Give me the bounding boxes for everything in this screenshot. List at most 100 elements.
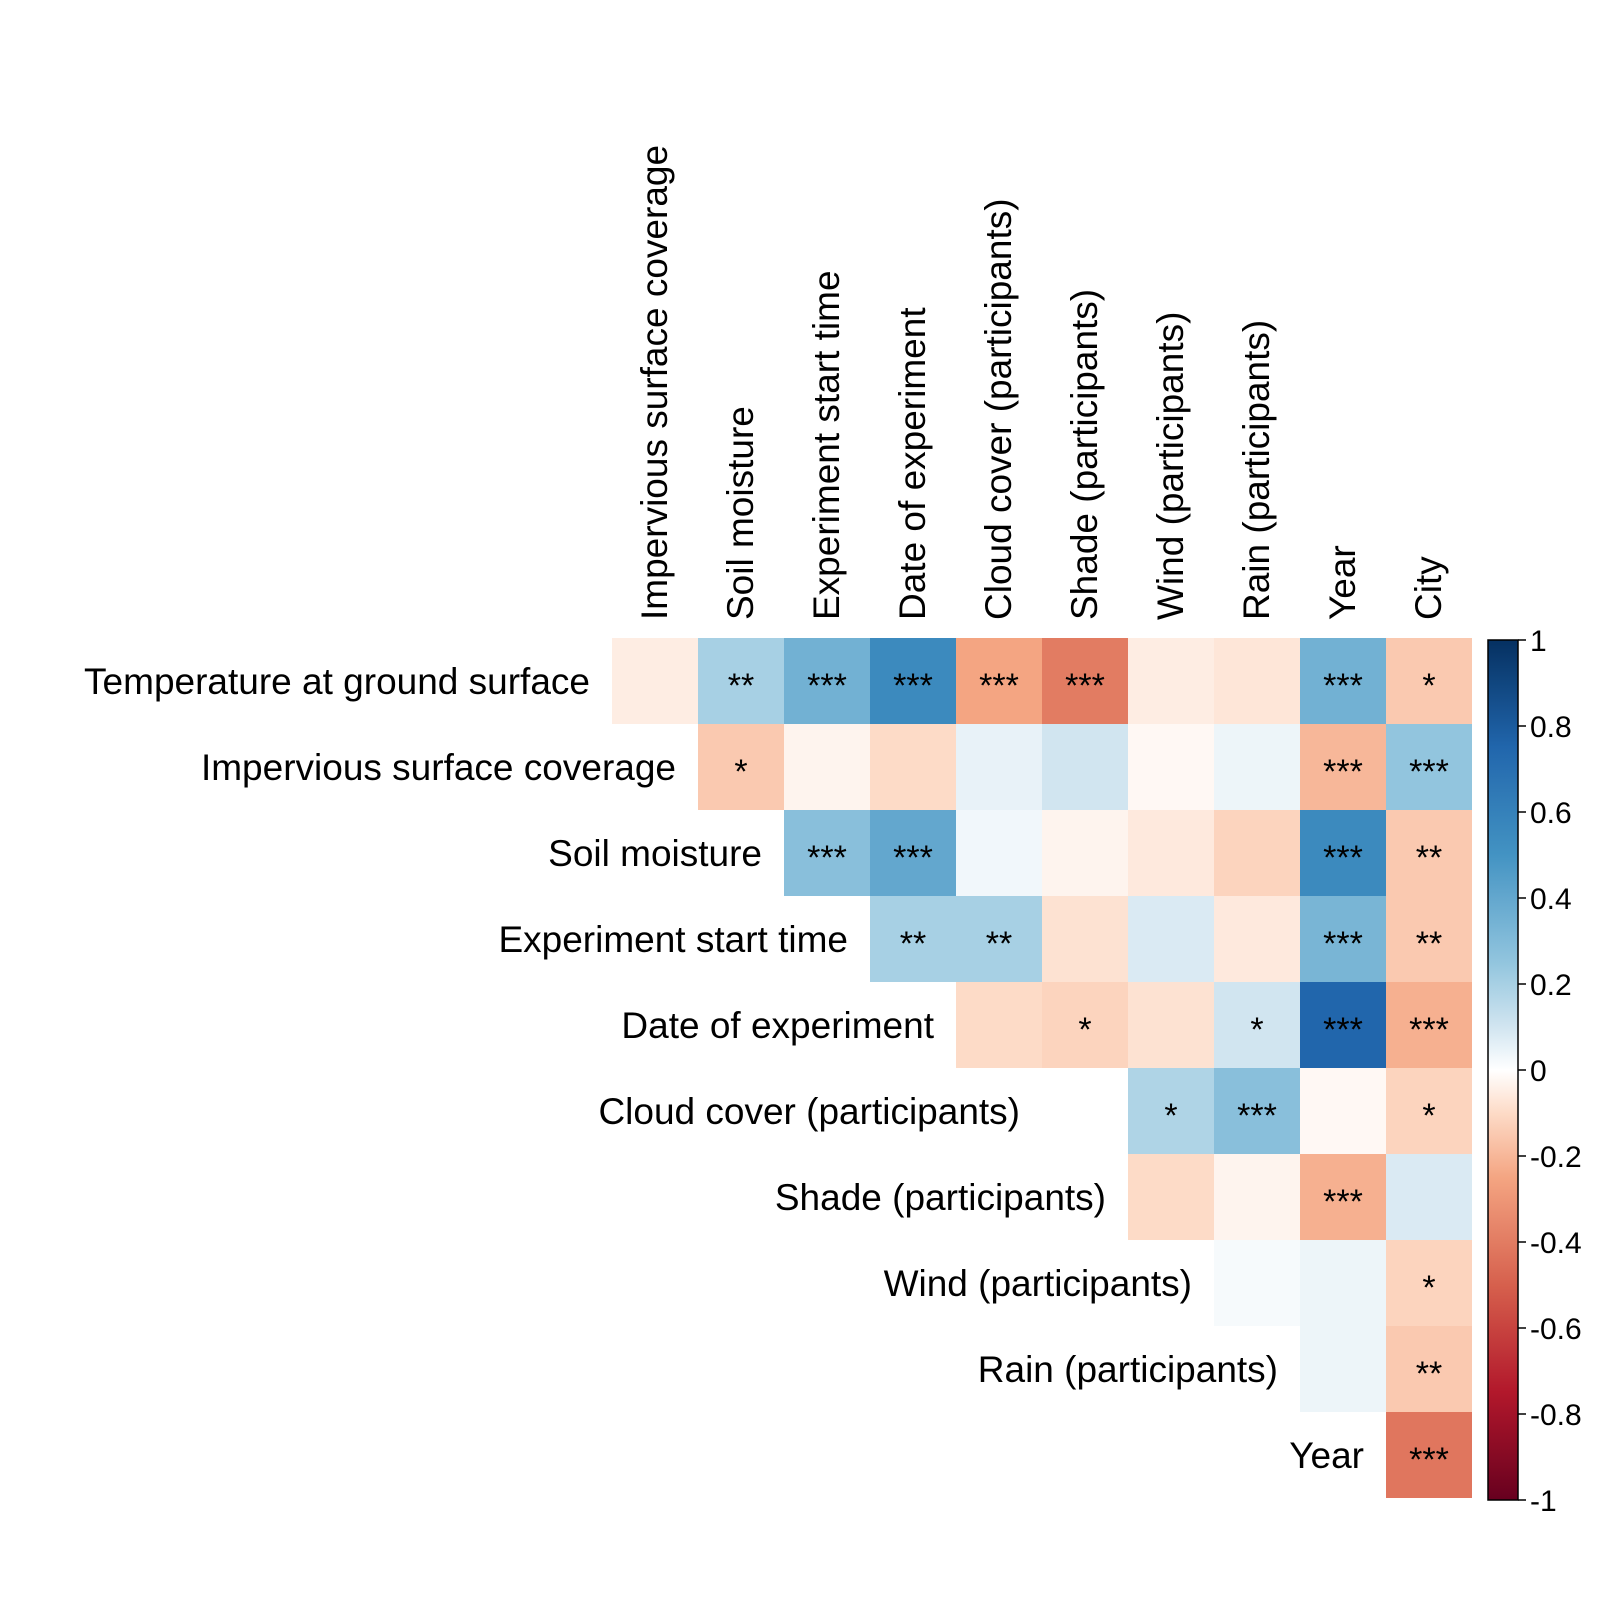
colorbar-tick-label: 0.2: [1530, 969, 1572, 1002]
significance-label: **: [728, 667, 754, 705]
heatmap-cell: [956, 982, 1042, 1068]
column-label: Cloud cover (participants): [978, 198, 1019, 620]
colorbar: 1 0.8 0.6 0.4 0.2 0 -0.2 -0.4 -0.6 -0.8 -1: [1487, 625, 1582, 1518]
heatmap-cell: [1300, 896, 1386, 982]
heatmap-cell: [1214, 638, 1300, 724]
colorbar-tick-label: 0: [1530, 1055, 1547, 1088]
heatmap-cell: [1042, 982, 1128, 1068]
significance-label: ***: [893, 839, 933, 877]
row-label: Impervious surface coverage: [201, 747, 676, 788]
colorbar-tick-label: 1: [1530, 625, 1547, 658]
heatmap-cell: [698, 724, 784, 810]
heatmap-cell: [956, 638, 1042, 724]
significance-marks: ** *** *** *** *** *** ** *** ****** *** *** **** **…: [728, 667, 1449, 1479]
significance-label: **: [1416, 1355, 1442, 1393]
significance-label: **: [1416, 925, 1442, 963]
heatmap-cell: [1300, 1154, 1386, 1240]
row-label: Soil moisture: [548, 833, 762, 874]
heatmap-cell: [1042, 810, 1128, 896]
heatmap-cell: [1386, 1240, 1472, 1326]
heatmap-cells: [612, 638, 1472, 1498]
column-label: Wind (participants): [1150, 312, 1191, 620]
colorbar-gradient: [1487, 639, 1519, 1501]
heatmap-cell: [1386, 810, 1472, 896]
heatmap-cell: [1300, 1240, 1386, 1326]
colorbar-tick-label: 0.4: [1530, 883, 1572, 916]
column-label: City: [1408, 556, 1449, 620]
row-label: Cloud cover (participants): [598, 1091, 1020, 1132]
heatmap-cell: [784, 724, 870, 810]
row-label: Rain (participants): [978, 1349, 1278, 1390]
heatmap-cell: [1214, 1068, 1300, 1154]
row-label: Date of experiment: [621, 1005, 934, 1046]
significance-label: *: [1250, 1011, 1263, 1049]
heatmap-cell: [784, 810, 870, 896]
colorbar-tick-label: -0.4: [1530, 1227, 1582, 1260]
heatmap-cell: [1386, 1068, 1472, 1154]
heatmap-cell: [870, 810, 956, 896]
heatmap-cell: [956, 724, 1042, 810]
heatmap-cell: [1300, 638, 1386, 724]
significance-label: ***: [1323, 1011, 1363, 1049]
heatmap-cell: [1386, 982, 1472, 1068]
heatmap-cell: [1042, 896, 1128, 982]
heatmap-cell: [1214, 982, 1300, 1068]
heatmap-cell: [1128, 982, 1214, 1068]
heatmap-cell: [1128, 724, 1214, 810]
heatmap-cell: [1386, 724, 1472, 810]
row-labels: Temperature at ground surface Impervious …: [84, 661, 1364, 1476]
heatmap-cell: [1386, 896, 1472, 982]
heatmap-cell: [1300, 1068, 1386, 1154]
heatmap-cell: [1300, 1326, 1386, 1412]
column-label: Experiment start time: [806, 270, 847, 620]
heatmap-cell: [784, 638, 870, 724]
significance-label: ***: [807, 839, 847, 877]
row-label: Year: [1289, 1435, 1364, 1476]
heatmap-cell: [1128, 1154, 1214, 1240]
significance-label: **: [986, 925, 1012, 963]
heatmap-cell: [1386, 1412, 1472, 1498]
row-label: Temperature at ground surface: [84, 661, 590, 702]
heatmap-cell: [1128, 1068, 1214, 1154]
colorbar-tick-label: 0.6: [1530, 797, 1572, 830]
significance-label: *: [1078, 1011, 1091, 1049]
row-label: Shade (participants): [775, 1177, 1106, 1218]
heatmap-cell: [956, 896, 1042, 982]
heatmap-cell: [612, 638, 698, 724]
significance-label: ***: [1409, 753, 1449, 791]
heatmap-cell: [1214, 1240, 1300, 1326]
heatmap-cell: [1128, 810, 1214, 896]
significance-label: ***: [979, 667, 1019, 705]
significance-label: *: [734, 753, 747, 791]
heatmap-cell: [698, 638, 784, 724]
row-label: Wind (participants): [884, 1263, 1192, 1304]
column-label: Shade (participants): [1064, 289, 1105, 620]
colorbar-tick-label: -0.8: [1530, 1399, 1582, 1432]
column-label: Date of experiment: [892, 307, 933, 620]
significance-label: ***: [1323, 925, 1363, 963]
column-label: Soil moisture: [720, 406, 761, 620]
heatmap-cell: [1386, 1326, 1472, 1412]
significance-label: ***: [1323, 753, 1363, 791]
colorbar-tick-label: -0.6: [1530, 1313, 1582, 1346]
heatmap-cell: [1042, 638, 1128, 724]
heatmap-cell: [1386, 1154, 1472, 1240]
heatmap-cell: [1300, 982, 1386, 1068]
significance-label: ***: [1323, 667, 1363, 705]
significance-label: *: [1422, 667, 1435, 705]
heatmap-cell: [1214, 1154, 1300, 1240]
significance-label: ***: [1409, 1441, 1449, 1479]
significance-label: *: [1422, 1269, 1435, 1307]
colorbar-tick-label: -0.2: [1530, 1141, 1582, 1174]
column-labels: Impervious surface coverage Soil moisture…: [634, 145, 1449, 620]
heatmap-cell: [1214, 810, 1300, 896]
significance-label: ***: [1237, 1097, 1277, 1135]
column-label: Rain (participants): [1236, 320, 1277, 620]
significance-label: **: [900, 925, 926, 963]
heatmap-cell: [870, 724, 956, 810]
significance-label: **: [1416, 839, 1442, 877]
significance-label: ***: [1065, 667, 1105, 705]
significance-label: ***: [807, 667, 847, 705]
column-label: Year: [1322, 545, 1363, 620]
